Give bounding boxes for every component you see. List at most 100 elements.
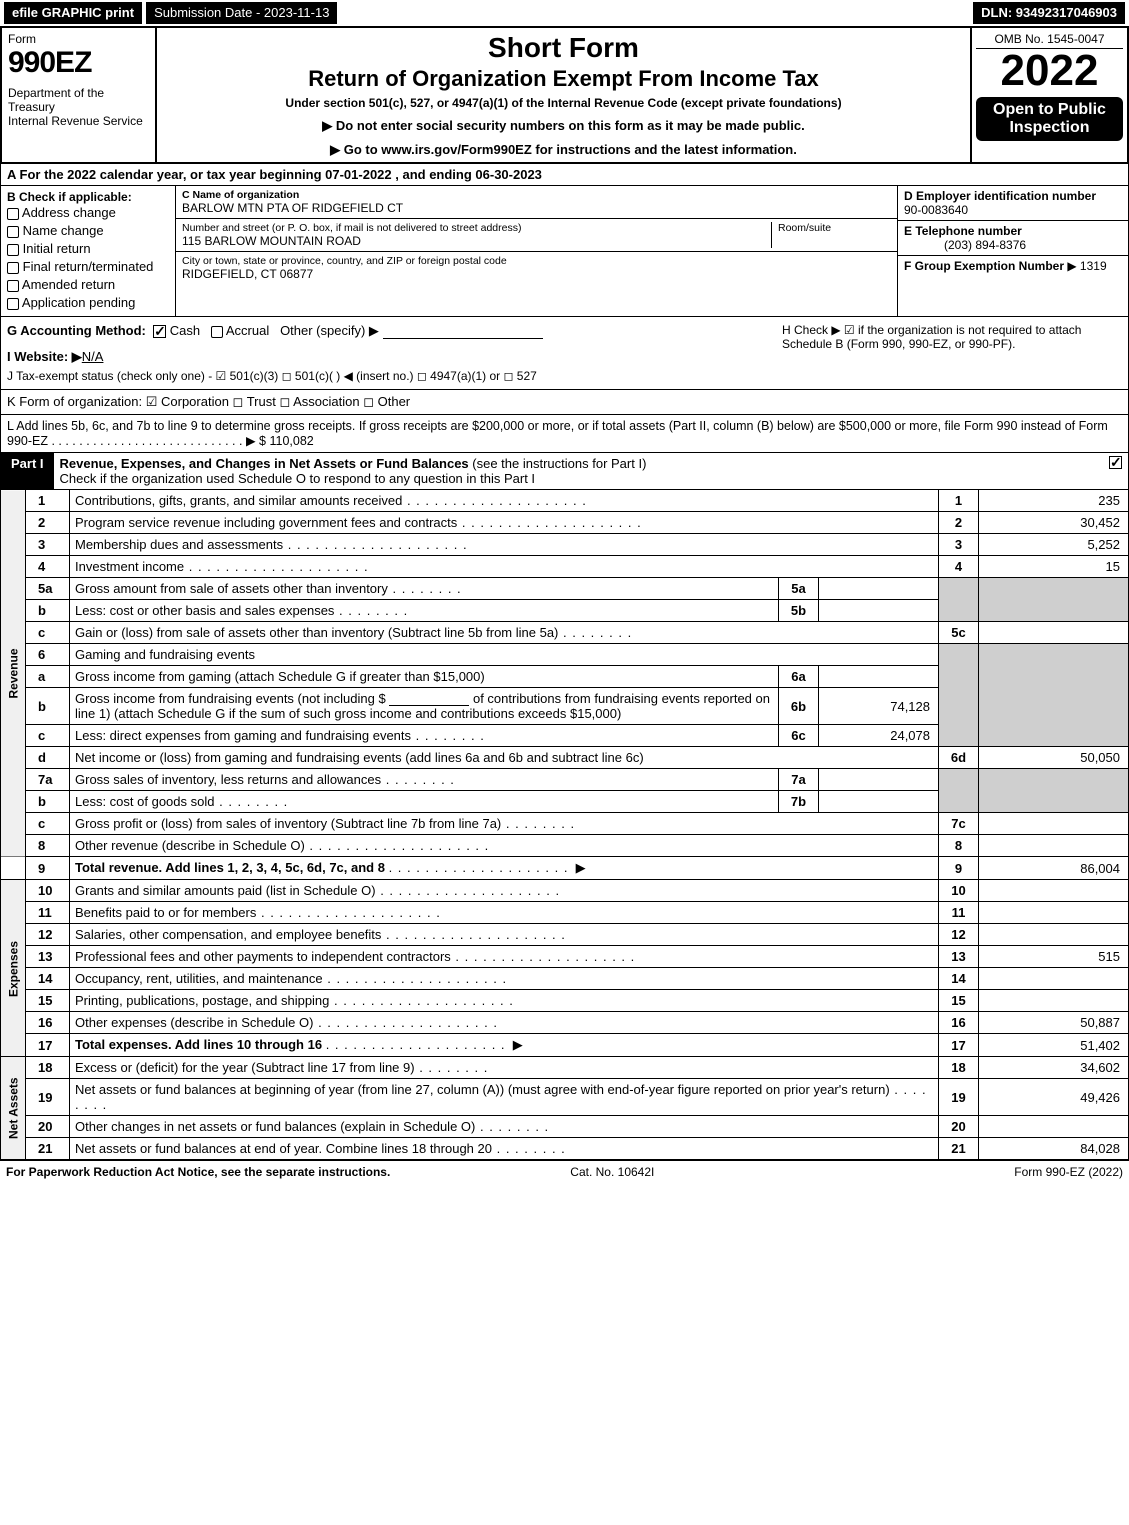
ln-6a: a: [26, 666, 70, 688]
sub-7a: 7a: [779, 769, 819, 791]
num-18: 18: [939, 1057, 979, 1079]
subval-6a: [819, 666, 939, 688]
website: N/A: [82, 349, 104, 364]
ln-20: 20: [26, 1116, 70, 1138]
desc-3: Membership dues and assessments: [70, 534, 939, 556]
cb-address-change[interactable]: Address change: [7, 204, 169, 222]
desc-5a: Gross amount from sale of assets other t…: [70, 578, 779, 600]
cb-cash[interactable]: [153, 325, 166, 338]
ln-17: 17: [26, 1034, 70, 1057]
group-exemption-label: F Group Exemption Number: [904, 259, 1064, 273]
ln-9: 9: [26, 857, 70, 880]
row-l: L Add lines 5b, 6c, and 7b to line 9 to …: [0, 415, 1129, 453]
shade-6: [939, 644, 979, 747]
num-15: 15: [939, 990, 979, 1012]
num-4: 4: [939, 556, 979, 578]
val-3: 5,252: [979, 534, 1129, 556]
form-title-block: Short Form Return of Organization Exempt…: [157, 28, 972, 162]
desc-1: Contributions, gifts, grants, and simila…: [70, 490, 939, 512]
ln-8: 8: [26, 835, 70, 857]
part1-title: Revenue, Expenses, and Changes in Net As…: [54, 453, 653, 489]
num-13: 13: [939, 946, 979, 968]
part1-header: Part I Revenue, Expenses, and Changes in…: [0, 453, 1129, 490]
num-3: 3: [939, 534, 979, 556]
ln-13: 13: [26, 946, 70, 968]
submission-date: Submission Date - 2023-11-13: [146, 2, 337, 24]
org-name: BARLOW MTN PTA OF RIDGEFIELD CT: [182, 201, 891, 215]
box-c: C Name of organization BARLOW MTN PTA OF…: [176, 186, 898, 316]
ln-18: 18: [26, 1057, 70, 1079]
desc-7a: Gross sales of inventory, less returns a…: [70, 769, 779, 791]
cb-final-return[interactable]: Final return/terminated: [7, 258, 169, 276]
side-revenue: Revenue: [1, 490, 26, 857]
desc-6: Gaming and fundraising events: [70, 644, 939, 666]
form-number: 990EZ: [8, 46, 149, 80]
part1-tag: Part I: [1, 453, 54, 489]
efile-print-button[interactable]: efile GRAPHIC print: [4, 2, 142, 24]
other-method-input[interactable]: [383, 325, 543, 339]
form-id-block: Form 990EZ Department of the Treasury In…: [2, 28, 157, 162]
cb-accrual[interactable]: [211, 326, 223, 338]
num-20: 20: [939, 1116, 979, 1138]
num-6d: 6d: [939, 747, 979, 769]
num-16: 16: [939, 1012, 979, 1034]
gross-receipts: 110,082: [269, 434, 313, 448]
val-16: 50,887: [979, 1012, 1129, 1034]
ln-4: 4: [26, 556, 70, 578]
row-h: H Check ▶ ☑ if the organization is not r…: [782, 323, 1122, 383]
department: Department of the Treasury Internal Reve…: [8, 86, 149, 128]
ln-1: 1: [26, 490, 70, 512]
cb-name-change[interactable]: Name change: [7, 222, 169, 240]
sub-6a: 6a: [779, 666, 819, 688]
section-bcdef: B Check if applicable: Address change Na…: [0, 186, 1129, 317]
val-20: [979, 1116, 1129, 1138]
val-5c: [979, 622, 1129, 644]
phone: (203) 894-8376: [904, 238, 1026, 252]
ln-5c: c: [26, 622, 70, 644]
val-2: 30,452: [979, 512, 1129, 534]
footer: For Paperwork Reduction Act Notice, see …: [0, 1160, 1129, 1183]
row-k: K Form of organization: ☑ Corporation ◻ …: [0, 390, 1129, 415]
val-10: [979, 880, 1129, 902]
ln-6d: d: [26, 747, 70, 769]
val-8: [979, 835, 1129, 857]
ln-14: 14: [26, 968, 70, 990]
tax-year: 2022: [976, 49, 1123, 93]
ln-15: 15: [26, 990, 70, 1012]
ln-10: 10: [26, 880, 70, 902]
desc-17: Total expenses. Add lines 10 through 16 …: [70, 1034, 939, 1057]
cb-amended-return[interactable]: Amended return: [7, 276, 169, 294]
num-7c: 7c: [939, 813, 979, 835]
footer-paperwork: For Paperwork Reduction Act Notice, see …: [6, 1165, 390, 1179]
desc-20: Other changes in net assets or fund bala…: [70, 1116, 939, 1138]
val-15: [979, 990, 1129, 1012]
ln-5b: b: [26, 600, 70, 622]
ln-6b: b: [26, 688, 70, 725]
part1-table: Revenue 1 Contributions, gifts, grants, …: [0, 490, 1129, 1160]
phone-label: E Telephone number: [904, 224, 1022, 238]
val-11: [979, 902, 1129, 924]
desc-6c: Less: direct expenses from gaming and fu…: [70, 725, 779, 747]
line6b-amount[interactable]: [389, 692, 469, 706]
num-17: 17: [939, 1034, 979, 1057]
form-year-block: OMB No. 1545-0047 2022 Open to Public In…: [972, 28, 1127, 162]
subval-7a: [819, 769, 939, 791]
desc-19: Net assets or fund balances at beginning…: [70, 1079, 939, 1116]
part1-checkbox[interactable]: [1109, 453, 1128, 489]
street-address: 115 BARLOW MOUNTAIN ROAD: [182, 234, 771, 248]
ln-7c: c: [26, 813, 70, 835]
ln-12: 12: [26, 924, 70, 946]
val-9: 86,004: [979, 857, 1129, 880]
ln-21: 21: [26, 1138, 70, 1160]
desc-9: Total revenue. Add lines 1, 2, 3, 4, 5c,…: [70, 857, 939, 880]
val-13: 515: [979, 946, 1129, 968]
title-return: Return of Organization Exempt From Incom…: [165, 66, 962, 92]
cb-initial-return[interactable]: Initial return: [7, 240, 169, 258]
ln-16: 16: [26, 1012, 70, 1034]
cb-application-pending[interactable]: Application pending: [7, 294, 169, 312]
footer-catno: Cat. No. 10642I: [570, 1165, 654, 1179]
subtitle: Under section 501(c), 527, or 4947(a)(1)…: [165, 96, 962, 110]
num-10: 10: [939, 880, 979, 902]
subval-6c: 24,078: [819, 725, 939, 747]
val-19: 49,426: [979, 1079, 1129, 1116]
